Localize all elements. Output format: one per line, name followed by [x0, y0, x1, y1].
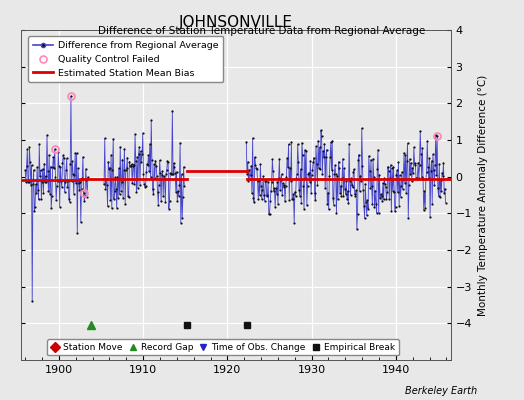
- Text: Berkeley Earth: Berkeley Earth: [405, 386, 477, 396]
- Text: Difference of Station Temperature Data from Regional Average: Difference of Station Temperature Data f…: [99, 26, 425, 36]
- Legend: Station Move, Record Gap, Time of Obs. Change, Empirical Break: Station Move, Record Gap, Time of Obs. C…: [47, 339, 399, 356]
- Y-axis label: Monthly Temperature Anomaly Difference (°C): Monthly Temperature Anomaly Difference (…: [477, 74, 487, 316]
- Title: JOHNSONVILLE: JOHNSONVILLE: [179, 15, 293, 30]
